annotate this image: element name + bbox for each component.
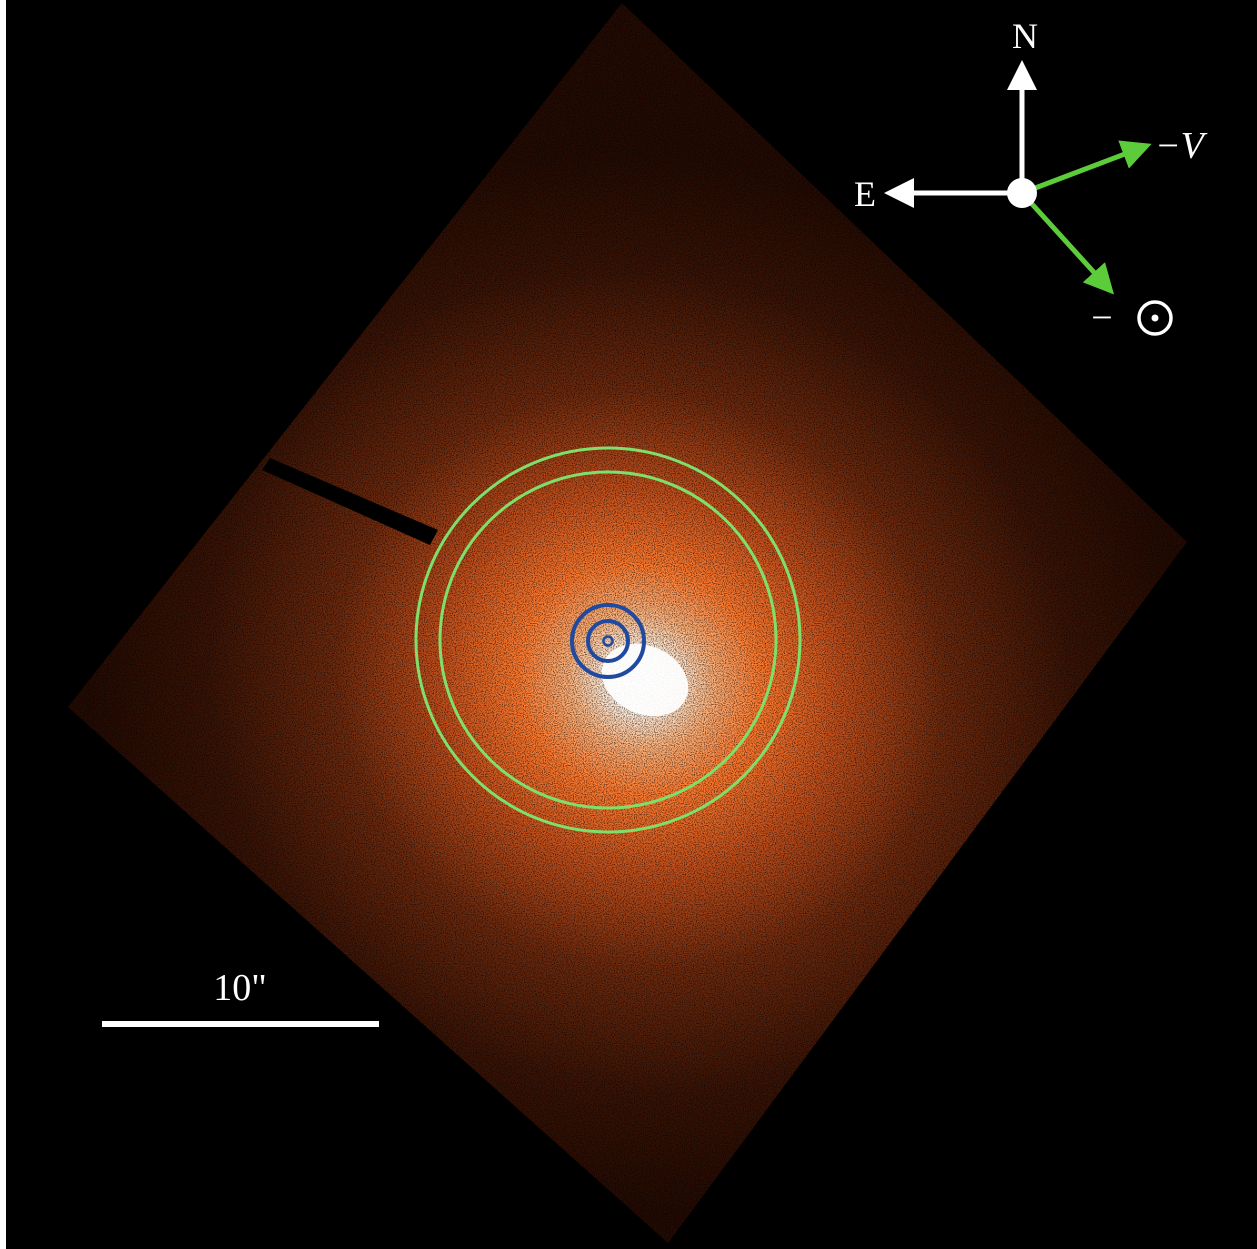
aperture-outer xyxy=(570,603,646,679)
detector-chip-gap xyxy=(262,458,438,545)
aperture-middle xyxy=(586,619,630,663)
north-label: N xyxy=(1012,16,1038,56)
scale-bar-label: 10" xyxy=(213,967,267,1009)
aperture-inner xyxy=(602,635,614,647)
velocity-arrow xyxy=(1021,140,1152,196)
background-annulus-inner xyxy=(438,470,778,810)
compass-center xyxy=(1007,178,1037,208)
east-label: E xyxy=(854,174,876,214)
sun-direction-arrow xyxy=(1020,191,1115,295)
velocity-label: −V xyxy=(1155,125,1208,167)
sun-symbol-icon xyxy=(1137,300,1173,336)
compass-rose: N E −V − xyxy=(854,16,1208,339)
nucleus-core xyxy=(601,643,689,717)
background-annulus-outer xyxy=(414,446,802,834)
sun-label: − xyxy=(1091,297,1112,339)
scale-bar: 10" xyxy=(102,967,379,1027)
